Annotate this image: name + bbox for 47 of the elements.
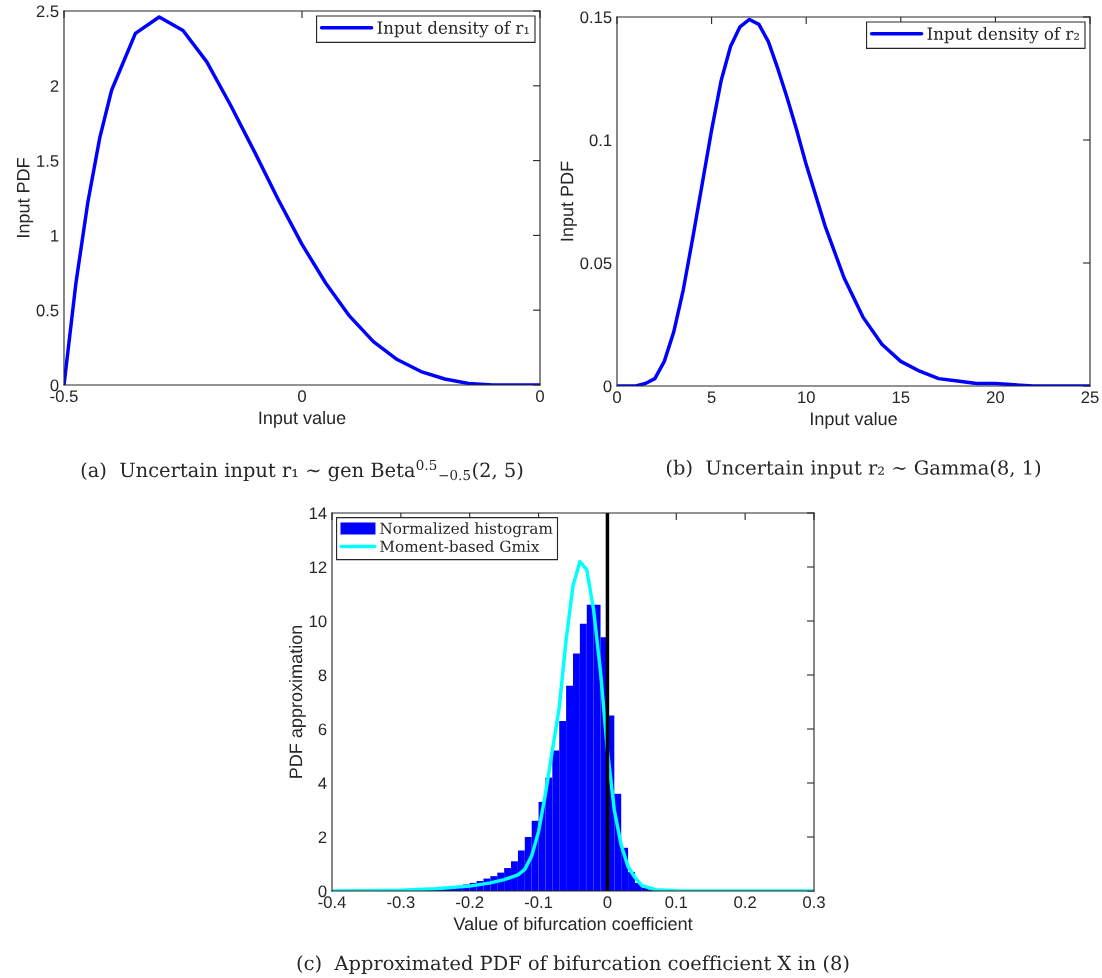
- legend-label: Moment-based Gmix: [380, 540, 540, 553]
- y-tick-label: 0.05: [580, 257, 612, 270]
- y-tick-label: 0.15: [580, 11, 612, 24]
- x-axis-title: Value of bifurcation coefficient: [453, 916, 693, 931]
- text: (b) Uncertain input r₂ ∼ Gamma(8, 1): [666, 459, 1041, 479]
- x-axis-title: Input value: [811, 411, 897, 429]
- y-tick-label: 0.1: [589, 134, 612, 147]
- x-axis-title: Input value: [259, 410, 346, 428]
- y-tick-label: 12: [309, 561, 327, 574]
- y-tick-label: 6: [318, 723, 327, 736]
- legend-label: Normalized histogram: [380, 522, 553, 538]
- x-tick-label: -0.5: [50, 390, 78, 403]
- x-tick-label: 10: [798, 391, 815, 404]
- y-tick-label: 10: [309, 615, 327, 628]
- y-tick-label: 0: [318, 885, 327, 898]
- y-tick-label: 0: [50, 379, 59, 392]
- x-tick-label: 0.3: [803, 896, 825, 909]
- x-tick-label: 15: [892, 391, 910, 404]
- x-tick-label: -0.4: [318, 896, 346, 909]
- text: (a) Uncertain input r₁ ∼ gen Beta$^{0.5}$$_{−0.5}$(2, 5): [81, 459, 523, 482]
- x-tick-label: -0.3: [387, 896, 415, 909]
- x-tick-label: 25: [1081, 391, 1099, 404]
- legend-label: Input density of r₁: [377, 21, 529, 38]
- x-tick-label: -0.1: [524, 896, 553, 909]
- y-tick-label: 1.5: [37, 155, 59, 167]
- x-tick-label: 0.2: [734, 896, 756, 909]
- y-axis-title: Input PDF: [560, 161, 577, 241]
- y-tick-label: 0.5: [36, 304, 59, 317]
- y-tick-label: 2.5: [36, 5, 59, 18]
- x-tick-label: 5: [707, 391, 716, 404]
- y-axis-title: Input PDF: [17, 158, 34, 237]
- y-axis-title: PDF approximation: [288, 625, 306, 778]
- y-tick-label: 14: [309, 507, 327, 520]
- y-tick-label: 0: [603, 380, 612, 393]
- x-tick-label: 0: [536, 390, 544, 403]
- x-tick-label: -0.2: [456, 896, 484, 909]
- y-tick-label: 8: [318, 669, 327, 682]
- x-tick-label: 0.1: [665, 896, 688, 909]
- x-tick-label: 0: [613, 391, 621, 404]
- y-tick-label: 4: [318, 777, 327, 790]
- x-tick-label: 20: [986, 391, 1005, 404]
- y-tick-label: 2: [50, 80, 59, 92]
- text: (c) Approximated PDF of bifurcation coefficient X in (8): [297, 955, 849, 975]
- y-tick-label: 2: [318, 831, 327, 844]
- y-tick-label: 1: [51, 229, 59, 242]
- legend-label: Input density of r₂: [927, 27, 1079, 44]
- x-tick-label: 0: [298, 390, 306, 403]
